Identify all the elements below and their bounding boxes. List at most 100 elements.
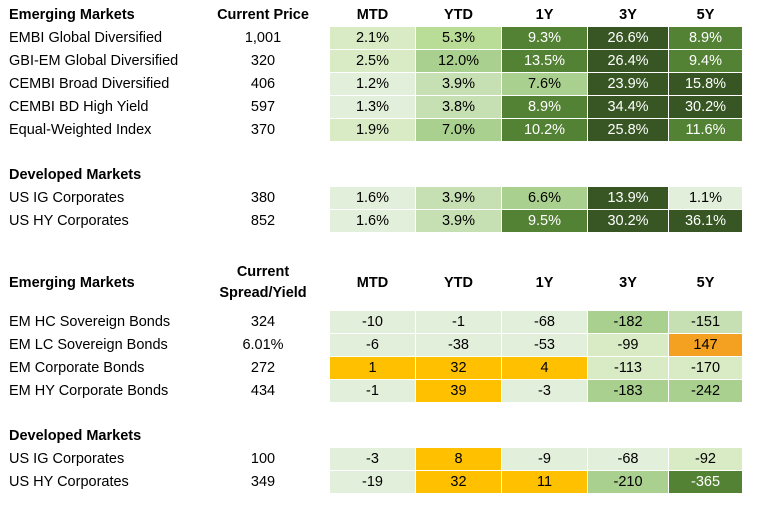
heatmap-cell: 1.2% [330, 73, 415, 96]
row-label: EM HC Sovereign Bonds [9, 314, 171, 330]
heatmap-cell: 23.9% [588, 73, 668, 96]
heatmap-cell: 7.6% [502, 73, 587, 96]
heatmap-cell: 13.9% [588, 187, 668, 210]
heatmap-cell: -1 [330, 380, 415, 403]
column-header-mtd: MTD [356, 7, 389, 23]
table-row: US IG Corporates 380 1.6% 3.9% 6.6% 13.9% 1.1% [0, 187, 757, 210]
row-label: EM HY Corporate Bonds [9, 383, 169, 399]
heatmap-cell: -3 [330, 448, 415, 471]
heatmap-cell: 5.3% [416, 27, 501, 50]
heatmap-cell: 9.4% [669, 50, 742, 73]
heatmap-cell: 1.1% [669, 187, 742, 210]
heatmap-cell: 10.2% [502, 119, 587, 142]
column-header-ytd: YTD [444, 7, 473, 23]
row-value: 370 [250, 122, 276, 138]
table-row: EM LC Sovereign Bonds 6.01% -6 -38 -53 -99 147 [0, 334, 757, 357]
column-header-5y: 5Y [696, 275, 715, 291]
heatmap-cell: 7.0% [416, 119, 501, 142]
row-value: 597 [250, 99, 276, 115]
section-header: Emerging Markets Current Price MTD YTD 1Y 3Y 5… [0, 4, 757, 27]
row-value: 320 [250, 53, 276, 69]
column-header-1y: 1Y [535, 275, 554, 291]
row-value: 434 [250, 383, 276, 399]
heatmap-cell: 9.5% [502, 210, 587, 233]
row-value: 324 [250, 314, 276, 330]
heatmap-cell: 26.6% [588, 27, 668, 50]
heatmap-cell: 2.1% [330, 27, 415, 50]
value-column-header: Current Spread/Yield [214, 262, 312, 304]
heatmap-cell: -1 [416, 311, 501, 334]
table-row: GBI-EM Global Diversified 320 2.5% 12.0% 13.… [0, 50, 757, 73]
column-header-mtd: MTD [356, 275, 389, 291]
heatmap-cell: -151 [669, 311, 742, 334]
table-row: CEMBI BD High Yield 597 1.3% 3.8% 8.9% 34.4% 3… [0, 96, 757, 119]
table-row: US HY Corporates 852 1.6% 3.9% 9.5% 30.2% 36.1… [0, 210, 757, 233]
row-label: EM Corporate Bonds [9, 360, 145, 376]
row-label: US HY Corporates [9, 474, 129, 490]
section-header: Developed Markets [0, 164, 757, 187]
row-label: US IG Corporates [9, 451, 125, 467]
heatmap-cell: -113 [588, 357, 668, 380]
heatmap-cell: 1.9% [330, 119, 415, 142]
heatmap-cell: -19 [330, 471, 415, 494]
value-column-header: Current Price [217, 7, 309, 23]
heatmap-cell: 3.9% [416, 73, 501, 96]
column-header-3y: 3Y [619, 7, 637, 23]
value-header-line2: Spread/Yield [219, 285, 307, 301]
heatmap-cell: 30.2% [669, 96, 742, 119]
heatmap-cell: -183 [588, 380, 668, 403]
heatmap-cell: 1.6% [330, 187, 415, 210]
row-label: CEMBI BD High Yield [9, 99, 149, 115]
heatmap-cell: -68 [588, 448, 668, 471]
heatmap-cell: 8.9% [502, 96, 587, 119]
heatmap-cell: 9.3% [502, 27, 587, 50]
heatmap-cell: 1.6% [330, 210, 415, 233]
heatmap-cell: -9 [502, 448, 587, 471]
row-label: GBI-EM Global Diversified [9, 53, 179, 69]
heatmap-cell: -170 [669, 357, 742, 380]
heatmap-cell: 8.9% [669, 27, 742, 50]
heatmap-cell: 3.8% [416, 96, 501, 119]
heatmap-cell: 1 [330, 357, 415, 380]
table-row: US IG Corporates 100 -3 8 -9 -68 -92 [0, 448, 757, 471]
heatmap-cell: -3 [502, 380, 587, 403]
heatmap-cell: 3.9% [416, 210, 501, 233]
row-value: 406 [250, 76, 276, 92]
table-row: EM Corporate Bonds 272 1 32 4 -113 -170 [0, 357, 757, 380]
heatmap-cell: 2.5% [330, 50, 415, 73]
row-label: US IG Corporates [9, 190, 125, 206]
row-value: 380 [250, 190, 276, 206]
row-value: 1,001 [244, 30, 282, 46]
row-value: 272 [250, 360, 276, 376]
value-header-line1: Current [236, 264, 290, 280]
heatmap-cell: 30.2% [588, 210, 668, 233]
heatmap-cell: -38 [416, 334, 501, 357]
column-header-1y: 1Y [535, 7, 554, 23]
heatmap-cell: -6 [330, 334, 415, 357]
row-label: Equal-Weighted Index [9, 122, 152, 138]
heatmap-cell: 34.4% [588, 96, 668, 119]
table-row: EM HC Sovereign Bonds 324 -10 -1 -68 -182 -151 [0, 311, 757, 334]
heatmap-cell: -53 [502, 334, 587, 357]
heatmap-cell: 26.4% [588, 50, 668, 73]
heatmap-cell: 32 [416, 471, 501, 494]
heatmap-cell: 4 [502, 357, 587, 380]
section-header: Emerging Markets Current Spread/Yield MTD YT… [0, 264, 757, 301]
heatmap-cell: 11 [502, 471, 587, 494]
section-header: Developed Markets [0, 425, 757, 448]
table-row: EMBI Global Diversified 1,001 2.1% 5.3% 9.3%… [0, 27, 757, 50]
section-title: Emerging Markets [9, 7, 135, 23]
heatmap-cell: -210 [588, 471, 668, 494]
row-value: 349 [250, 474, 276, 490]
heatmap-cell: 11.6% [669, 119, 742, 142]
heatmap-cell: 39 [416, 380, 501, 403]
row-label: US HY Corporates [9, 213, 129, 229]
heatmap-cell: -99 [588, 334, 668, 357]
column-header-ytd: YTD [444, 275, 473, 291]
row-label: CEMBI Broad Diversified [9, 76, 170, 92]
heatmap-cell: 15.8% [669, 73, 742, 96]
row-label: EMBI Global Diversified [9, 30, 163, 46]
table-row: CEMBI Broad Diversified 406 1.2% 3.9% 7.6% 23… [0, 73, 757, 96]
heatmap-cell: -68 [502, 311, 587, 334]
row-value: 100 [250, 451, 276, 467]
